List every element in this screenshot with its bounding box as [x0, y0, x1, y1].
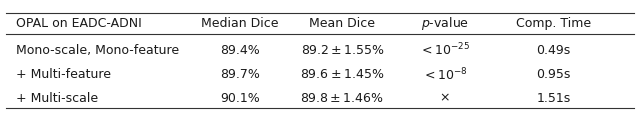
Text: 0.95s: 0.95s [536, 68, 571, 81]
Text: $89.8 \pm 1.46\%$: $89.8 \pm 1.46\%$ [300, 91, 385, 104]
Text: 90.1%: 90.1% [220, 91, 260, 104]
Text: + Multi-feature: + Multi-feature [16, 68, 111, 81]
Text: OPAL on EADC-ADNI: OPAL on EADC-ADNI [16, 17, 141, 30]
Text: Median Dice: Median Dice [201, 17, 279, 30]
Text: $89.6 \pm 1.45\%$: $89.6 \pm 1.45\%$ [300, 68, 385, 81]
Text: Mono-scale, Mono-feature: Mono-scale, Mono-feature [16, 44, 179, 56]
Text: 1.51s: 1.51s [536, 91, 571, 104]
Text: Comp. Time: Comp. Time [516, 17, 591, 30]
Text: 89.7%: 89.7% [220, 68, 260, 81]
Text: $< 10^{-25}$: $< 10^{-25}$ [419, 42, 470, 58]
Text: Mean Dice: Mean Dice [309, 17, 376, 30]
Text: 89.4%: 89.4% [220, 44, 260, 56]
Text: + Multi-scale: + Multi-scale [16, 91, 98, 104]
Text: $89.2 \pm 1.55\%$: $89.2 \pm 1.55\%$ [301, 44, 384, 56]
Text: $< 10^{-8}$: $< 10^{-8}$ [422, 66, 468, 82]
Text: $p$-value: $p$-value [420, 15, 469, 32]
Text: $\times$: $\times$ [440, 91, 450, 104]
Text: 0.49s: 0.49s [536, 44, 571, 56]
